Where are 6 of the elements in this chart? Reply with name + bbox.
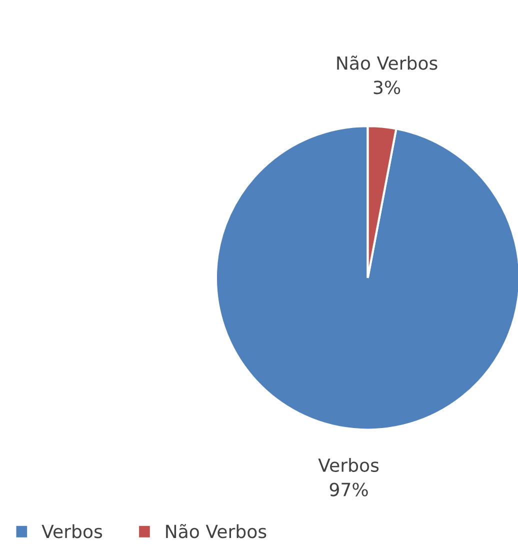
legend-label: Não Verbos [166,524,266,538]
legend-label: Verbos [42,524,102,538]
data-label: 3% [374,80,400,94]
slice-label: Verbos [318,458,379,472]
slice-label: Não Verbos [337,56,438,70]
data-label: 97% [330,482,368,496]
